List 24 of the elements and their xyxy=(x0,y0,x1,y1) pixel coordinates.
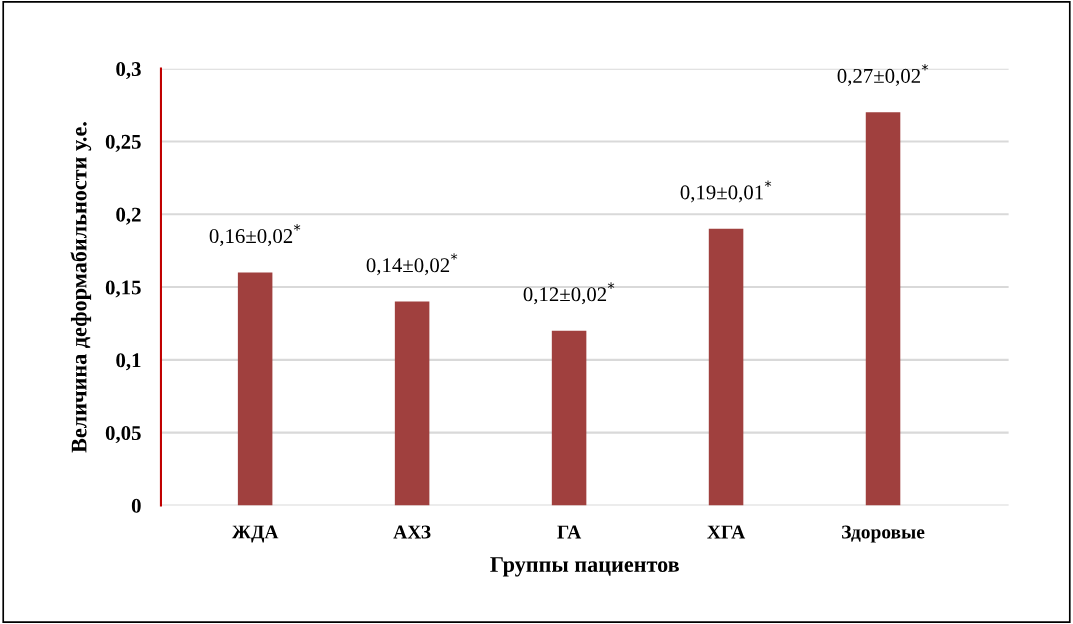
x-tick-label: ЖДА xyxy=(231,525,279,543)
y-tick-label: 0,3 xyxy=(116,62,141,80)
y-tick-label: 0,2 xyxy=(116,207,141,225)
y-tick-label: 0 xyxy=(131,498,141,513)
data-label: 0,27±0,02$^{*}$ xyxy=(837,63,929,86)
x-tick-label: ГА xyxy=(557,525,582,539)
bar xyxy=(394,301,430,506)
x-axis-title: Группы пациентов xyxy=(490,557,679,577)
bar xyxy=(865,112,901,506)
data-label: 0,12±0,02$^{*}$ xyxy=(523,282,615,305)
data-label: 0,19±0,01$^{*}$ xyxy=(680,180,772,203)
bar xyxy=(708,228,744,506)
bar xyxy=(551,330,587,506)
x-tick-label: ХГА xyxy=(707,525,746,539)
y-axis-title: Величина деформабильности у.е. xyxy=(70,122,92,453)
x-tick-label: АХЗ xyxy=(393,525,431,539)
data-label: 0,16±0,02$^{*}$ xyxy=(209,224,301,247)
y-tick-label: 0,15 xyxy=(105,280,141,298)
data-label: 0,14±0,02$^{*}$ xyxy=(366,253,458,276)
y-tick-label: 0,1 xyxy=(116,353,141,371)
x-tick-label: Здоровые xyxy=(842,525,925,543)
y-tick-label: 0,25 xyxy=(105,134,141,152)
bar xyxy=(237,272,273,506)
y-tick-label: 0,05 xyxy=(105,426,141,444)
